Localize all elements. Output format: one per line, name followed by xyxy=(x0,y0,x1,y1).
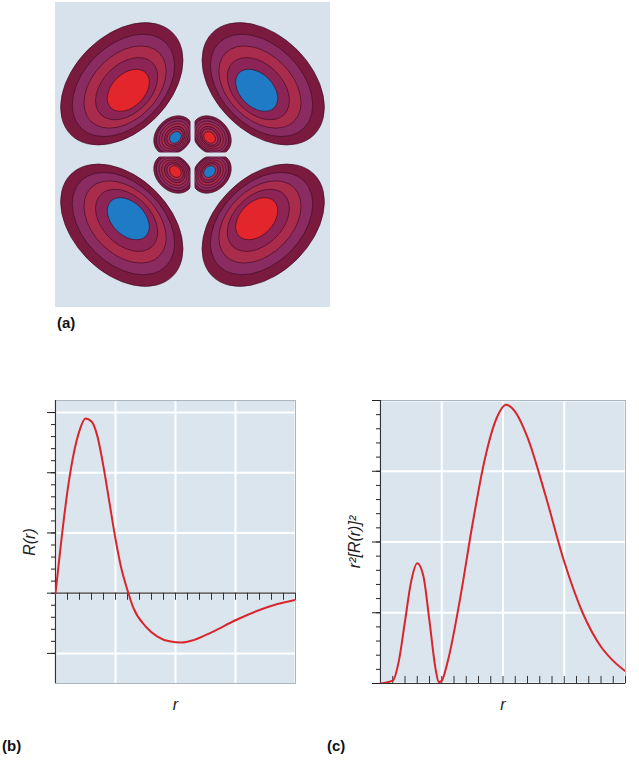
svg-text:R(r): R(r) xyxy=(21,528,38,556)
svg-text:r: r xyxy=(173,696,179,713)
html-text:(a): (a) xyxy=(57,314,76,331)
svg-text:r: r xyxy=(500,696,506,713)
html-text:(c): (c) xyxy=(327,737,346,754)
html-text:(b): (b) xyxy=(2,737,22,754)
svg-text:r²[R(r)]²: r²[R(r)]² xyxy=(346,515,363,568)
